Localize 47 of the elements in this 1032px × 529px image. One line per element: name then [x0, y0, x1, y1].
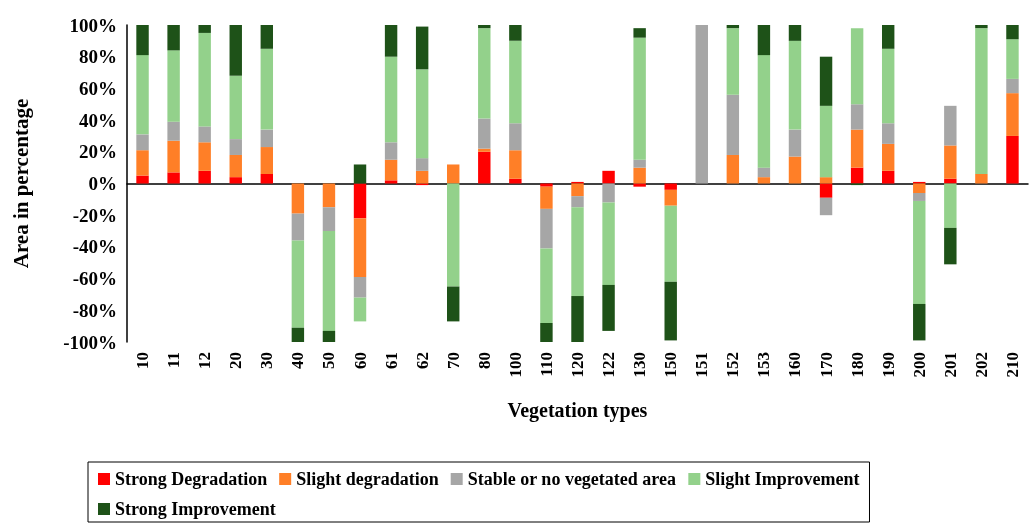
y-tick-label: -100% — [63, 331, 117, 353]
legend-label: Slight degradation — [296, 469, 439, 489]
legend-label: Strong Improvement — [115, 499, 276, 519]
x-tick-label: 130 — [630, 352, 650, 378]
x-tick-label: 11 — [164, 352, 184, 369]
x-tick-label: 170 — [816, 352, 836, 378]
y-tick-label: -20% — [72, 204, 117, 226]
x-tick-label: 50 — [319, 352, 339, 369]
y-tick-label: 100% — [69, 14, 117, 36]
y-tick-label: 20% — [79, 141, 117, 163]
x-tick-label: 180 — [847, 352, 867, 378]
x-tick-label: 60 — [350, 352, 370, 369]
y-tick-label: 60% — [79, 77, 117, 99]
x-tick-label: 202 — [971, 352, 991, 378]
y-axis-title: Area in percentage — [8, 98, 33, 269]
x-tick-label: 190 — [878, 352, 898, 378]
legend-label: Stable or no vegetated area — [467, 469, 677, 489]
x-tick-label: 40 — [288, 352, 308, 369]
x-tick-label: 110 — [536, 352, 556, 377]
x-tick-label: 153 — [754, 352, 774, 378]
x-tick-label: 210 — [1002, 352, 1022, 378]
x-tick-label: 201 — [940, 352, 960, 378]
x-tick-label: 30 — [257, 352, 277, 369]
x-tick-label: 61 — [381, 352, 401, 369]
y-tick-label: 0% — [88, 173, 117, 194]
y-tick-label: 80% — [79, 46, 117, 68]
y-tick-label: -60% — [72, 268, 117, 290]
y-tick-label: -80% — [72, 299, 117, 321]
x-tick-label: 122 — [599, 352, 619, 378]
legend-label: Slight Improvement — [705, 469, 860, 489]
x-tick-label: 150 — [661, 352, 681, 378]
x-tick-label: 151 — [692, 352, 712, 378]
x-tick-label: 62 — [412, 352, 432, 369]
x-axis-title: Vegetation types — [507, 399, 648, 422]
x-tick-label: 20 — [226, 352, 246, 369]
x-tick-label: 70 — [443, 352, 463, 369]
x-tick-label: 10 — [133, 352, 153, 369]
x-tick-label: 160 — [785, 352, 805, 378]
x-tick-label: 100 — [505, 352, 525, 378]
x-tick-label: 200 — [909, 352, 929, 378]
legend-label: Strong Degradation — [115, 469, 268, 489]
x-tick-label: 120 — [568, 352, 587, 378]
x-tick-label: 152 — [723, 352, 743, 378]
x-tick-label: 12 — [195, 352, 215, 369]
y-tick-label: -40% — [72, 236, 117, 258]
y-tick-label: 40% — [79, 109, 117, 131]
x-tick-label: 80 — [474, 352, 494, 369]
